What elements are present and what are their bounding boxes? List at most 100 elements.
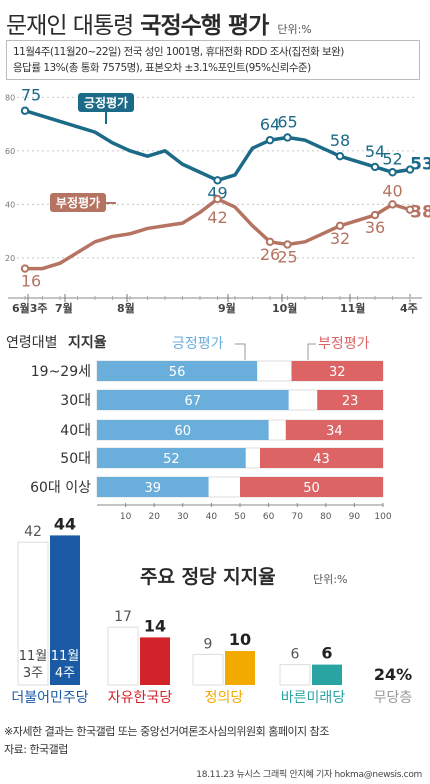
age-bar-positive [97, 477, 209, 497]
data-label: 64 [260, 115, 280, 134]
age-value-positive: 52 [163, 452, 180, 467]
y-tick-label: 80 [5, 93, 15, 102]
data-point [405, 205, 415, 214]
party-value-prev: 42 [24, 524, 42, 540]
party-value-current: 6 [321, 644, 332, 663]
period-label-prev: 11월 [19, 649, 48, 664]
data-point [388, 168, 397, 177]
data-label: 53 [410, 155, 430, 175]
data-label: 65 [277, 112, 297, 131]
age-value-negative: 43 [313, 452, 330, 467]
period-label-current: 4주 [55, 666, 75, 681]
age-bar-negative [291, 361, 383, 381]
party-value-prev: 17 [114, 609, 132, 625]
party-value-current: 44 [54, 514, 76, 533]
x-tick-label: 4주 [400, 302, 418, 315]
age-title-light: 연령대별 [6, 335, 58, 351]
y-tick-label: 60 [5, 147, 15, 156]
party-category-label: 무당층 [374, 690, 413, 706]
age-category-label: 19~29세 [31, 364, 91, 380]
data-label: 49 [207, 183, 227, 202]
data-label: 58 [330, 131, 350, 150]
age-value-negative: 32 [329, 365, 346, 380]
title-light: 문재인 대통령 [6, 13, 134, 39]
data-point [388, 200, 397, 209]
age-value-positive: 56 [169, 365, 186, 380]
data-label: 36 [365, 218, 385, 237]
data-label: 75 [21, 86, 41, 105]
age-x-tick-label: 30 [177, 512, 189, 522]
header: 문재인 대통령 국정수행 평가 단위:% [6, 6, 312, 40]
party-value-prev: 6 [291, 647, 300, 663]
series-line-positive [24, 109, 411, 183]
data-point [370, 210, 380, 220]
credit-line: 18.11.23 뉴시스 그래픽 안지혜 기자 hokma@newsis.com [196, 770, 422, 780]
party-title: 주요 정당 지지율 [140, 566, 276, 588]
data-point [20, 264, 30, 273]
data-point [213, 176, 222, 185]
data-point [283, 240, 292, 249]
page-title: 문재인 대통령 국정수행 평가 [6, 13, 269, 39]
data-label: 52 [382, 149, 402, 168]
title-unit: 단위:% [277, 23, 312, 36]
data-point [370, 162, 380, 172]
age-value-negative: 50 [303, 481, 320, 496]
legend-label-positive: 긍정평가 [84, 95, 128, 110]
data-label: 32 [330, 229, 350, 248]
age-value-negative: 34 [326, 424, 343, 439]
age-value-positive: 67 [185, 394, 202, 409]
party-value-prev: 9 [204, 636, 213, 652]
x-tick-label: 9월 [218, 301, 236, 315]
legend-box-positive [78, 93, 134, 112]
source-note: 자료: 한국갤럽 [4, 743, 68, 756]
age-category-label: 40대 [60, 423, 91, 439]
party-bar-current [225, 651, 255, 685]
party-value-current: 10 [229, 630, 251, 649]
age-value-positive: 60 [175, 424, 192, 439]
age-legend-pointer [307, 343, 316, 360]
age-bar-positive [97, 420, 269, 440]
age-bar-positive [97, 448, 246, 468]
period-label-current: 11월 [51, 649, 80, 664]
data-label: 38 [410, 203, 430, 223]
data-label: 42 [207, 208, 227, 227]
survey-line-2: 응답률 13%(총 통화 7575명), 표본오차 ±3.1%포인트(95%신뢰… [13, 62, 311, 74]
data-point [213, 194, 222, 204]
party-bar-prev [17, 541, 49, 686]
data-point [335, 221, 345, 230]
age-x-tick-label: 60 [263, 512, 275, 522]
survey-line-1: 11월4주(11월20~22일) 전국 성인 1001명, 휴대전화 RDD 조… [13, 46, 344, 58]
party-bar-prev [192, 653, 224, 686]
y-tick-label: 20 [5, 254, 15, 263]
data-label: 16 [21, 272, 41, 291]
data-label: 26 [260, 245, 280, 264]
age-bar-negative [317, 390, 383, 410]
age-title-bold: 지지율 [68, 334, 107, 351]
age-x-tick-label: 90 [349, 512, 361, 522]
x-tick-label: 7월 [55, 301, 73, 315]
x-tick-label: 8월 [117, 301, 135, 315]
age-legend-negative: 부정평가 [318, 336, 370, 352]
age-x-tick-label: 50 [234, 512, 246, 522]
age-x-tick-label: 40 [206, 512, 218, 522]
age-x-tick-label: 80 [320, 512, 332, 522]
age-bar-negative [285, 420, 383, 440]
legend-label-negative: 부정평가 [56, 195, 100, 210]
party-category-label: 더불어민주당 [11, 690, 88, 706]
y-tick-label: 40 [5, 200, 15, 209]
data-point [283, 133, 292, 142]
data-point [265, 135, 275, 145]
age-category-label: 50대 [60, 451, 91, 467]
party-category-label: 바른미래당 [281, 690, 346, 706]
data-label: 40 [382, 181, 402, 200]
age-value-positive: 39 [144, 481, 161, 496]
x-tick-label: 6월3주 [12, 301, 48, 315]
age-bar-positive [97, 390, 289, 410]
age-bar-negative [240, 477, 383, 497]
period-label-prev: 3주 [23, 666, 43, 681]
age-category-label: 30대 [60, 393, 91, 409]
age-x-tick-label: 100 [374, 512, 391, 522]
survey-info-box: 11월4주(11월20~22일) 전국 성인 1001명, 휴대전화 RDD 조… [6, 40, 420, 80]
age-value-negative: 23 [342, 394, 359, 409]
